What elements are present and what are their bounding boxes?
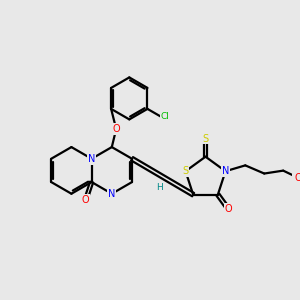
Text: O: O (295, 173, 300, 183)
Text: N: N (222, 166, 229, 176)
Text: H: H (156, 183, 163, 192)
Text: O: O (82, 195, 89, 205)
Text: O: O (112, 124, 120, 134)
Text: O: O (224, 204, 232, 214)
Text: Cl: Cl (160, 112, 169, 122)
Text: S: S (182, 166, 189, 176)
Text: N: N (88, 154, 95, 164)
Text: S: S (202, 134, 208, 144)
Text: N: N (108, 189, 116, 199)
